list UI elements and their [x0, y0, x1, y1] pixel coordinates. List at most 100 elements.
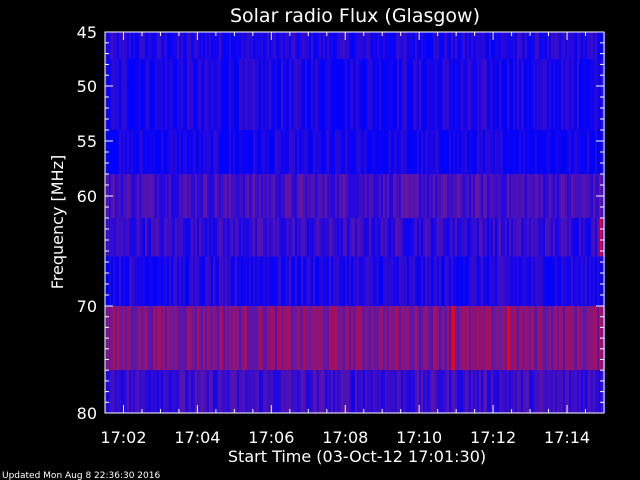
spectrogram-cell [585, 306, 587, 371]
spectrogram-cell [175, 256, 177, 306]
spectrogram-cell [269, 130, 271, 174]
spectrogram-cell [211, 59, 213, 130]
spectrogram-cell [177, 218, 179, 257]
spectrogram-cell [581, 32, 583, 59]
spectrogram-cell [561, 306, 563, 371]
spectrogram-cell [275, 370, 277, 413]
spectrogram-cell [115, 370, 117, 413]
spectrogram-cell [533, 130, 535, 174]
spectrogram-cell [495, 306, 497, 371]
spectrogram-cell [315, 130, 317, 174]
spectrogram-cell [421, 174, 423, 218]
spectrogram-cell [351, 218, 353, 257]
spectrogram-cell [383, 32, 385, 59]
spectrogram-cell [483, 306, 485, 371]
spectrogram-cell [233, 306, 235, 371]
spectrogram-cell [355, 59, 357, 130]
spectrogram-cell [423, 174, 425, 218]
spectrogram-cell [407, 370, 409, 413]
spectrogram-cell [141, 130, 143, 174]
spectrogram-cell [525, 32, 527, 59]
y-tick-label: 70 [77, 297, 97, 316]
spectrogram-cell [311, 256, 313, 306]
spectrogram-cell [279, 306, 281, 371]
spectrogram-cell [457, 218, 459, 257]
spectrogram-cell [583, 256, 585, 306]
spectrogram-cell [169, 218, 171, 257]
spectrogram-cell [393, 32, 395, 59]
spectrogram-cell [235, 130, 237, 174]
spectrogram-cell [585, 130, 587, 174]
spectrogram-cell [145, 174, 147, 218]
spectrogram-cell [287, 370, 289, 413]
spectrogram-cell [333, 32, 335, 59]
spectrogram-cell [359, 32, 361, 59]
spectrogram-cell [529, 130, 531, 174]
spectrogram-cell [543, 218, 545, 257]
spectrogram-cell [175, 218, 177, 257]
spectrogram-cell [549, 174, 551, 218]
spectrogram-cell [109, 370, 111, 413]
spectrogram-cell [415, 370, 417, 413]
spectrogram-cell [225, 218, 227, 257]
spectrogram-cell [403, 306, 405, 371]
spectrogram-cell [481, 59, 483, 130]
spectrogram-cell [287, 130, 289, 174]
spectrogram-cell [517, 256, 519, 306]
spectrogram-cell [573, 370, 575, 413]
spectrogram-cell [199, 370, 201, 413]
spectrogram-cell [497, 130, 499, 174]
spectrogram-cell [119, 306, 121, 371]
spectrogram-cell [131, 174, 133, 218]
spectrogram-cell [581, 306, 583, 371]
spectrogram-cell [245, 32, 247, 59]
spectrogram-cell [537, 130, 539, 174]
spectrogram-cell [417, 218, 419, 257]
spectrogram-cell [333, 59, 335, 130]
spectrogram-cell [595, 306, 597, 371]
spectrogram-cell [183, 59, 185, 130]
spectrogram-cell [571, 32, 573, 59]
spectrogram-cell [193, 370, 195, 413]
spectrogram-cell [189, 218, 191, 257]
spectrogram-cell [239, 256, 241, 306]
spectrogram-cell [349, 218, 351, 257]
spectrogram-cell [483, 59, 485, 130]
spectrogram-cell [495, 256, 497, 306]
spectrogram-cell [423, 256, 425, 306]
spectrogram-cell [159, 174, 161, 218]
spectrogram-cell [517, 32, 519, 59]
spectrogram-cell [451, 218, 453, 257]
spectrogram-cell [389, 59, 391, 130]
spectrogram-cell [289, 256, 291, 306]
spectrogram-cell [113, 256, 115, 306]
spectrogram-cell [337, 59, 339, 130]
spectrogram-cell [265, 218, 267, 257]
spectrogram-cell [253, 218, 255, 257]
spectrogram-cell [549, 32, 551, 59]
spectrogram-cell [513, 256, 515, 306]
spectrogram-cell [261, 174, 263, 218]
spectrogram-cell [131, 256, 133, 306]
spectrogram-cell [515, 370, 517, 413]
spectrogram-cell [205, 370, 207, 413]
spectrogram-cell [401, 306, 403, 371]
spectrogram-cell [557, 174, 559, 218]
spectrogram-cell [529, 370, 531, 413]
spectrogram-cell [467, 32, 469, 59]
spectrogram-band [105, 256, 605, 306]
spectrogram-cell [547, 370, 549, 413]
spectrogram-cell [119, 32, 121, 59]
spectrogram-cell [575, 306, 577, 371]
spectrogram-cell [173, 370, 175, 413]
spectrogram-cell [301, 174, 303, 218]
spectrogram-cell [513, 130, 515, 174]
spectrogram-cell [389, 306, 391, 371]
spectrogram-cell [497, 256, 499, 306]
spectrogram-cell [271, 32, 273, 59]
spectrogram-cell [391, 174, 393, 218]
spectrogram-cell [359, 306, 361, 371]
spectrogram-cell [511, 370, 513, 413]
spectrogram-cell [537, 218, 539, 257]
spectrogram-cell [553, 370, 555, 413]
